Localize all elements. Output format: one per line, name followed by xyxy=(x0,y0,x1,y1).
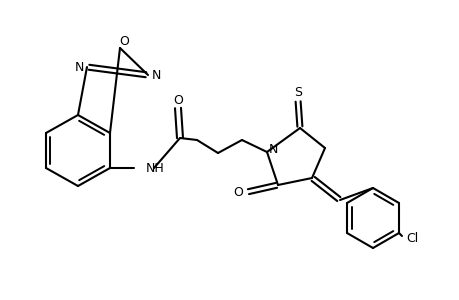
Text: N: N xyxy=(151,68,160,82)
Text: N: N xyxy=(74,61,84,74)
Text: O: O xyxy=(173,94,183,106)
Text: S: S xyxy=(293,85,302,98)
Text: N: N xyxy=(268,142,277,155)
Text: O: O xyxy=(233,185,242,199)
Text: O: O xyxy=(119,34,129,47)
Text: NH: NH xyxy=(146,161,164,175)
Text: Cl: Cl xyxy=(405,232,417,244)
